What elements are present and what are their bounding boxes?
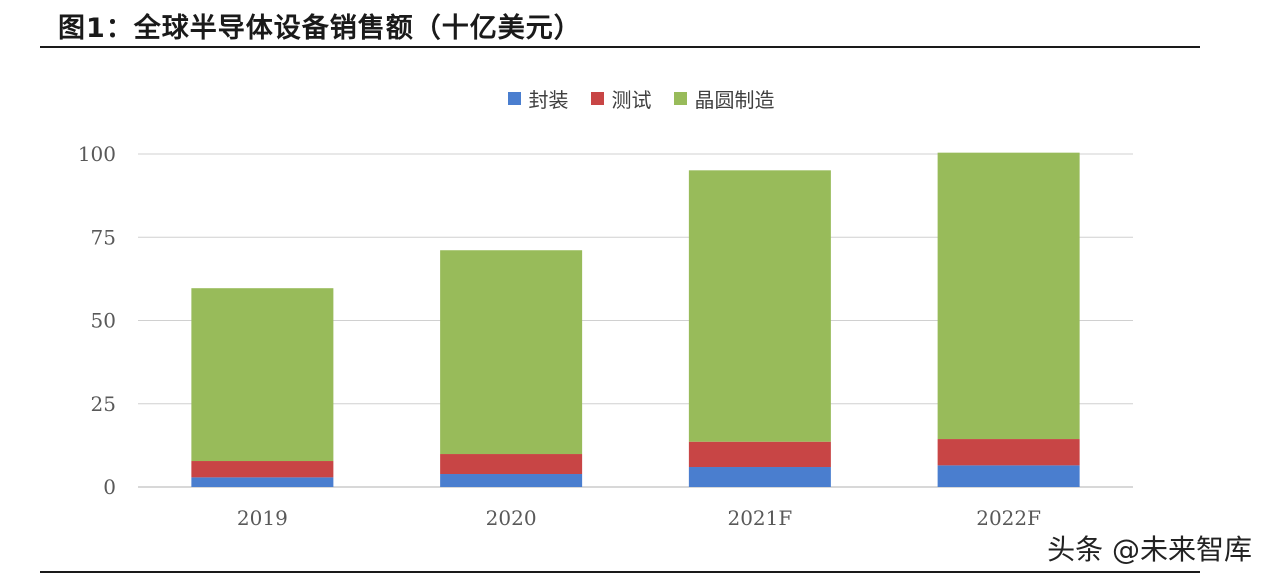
bar-segment-wafer-2022f — [937, 152, 1080, 440]
chart-legend: 封装 测试 晶圆制造 — [0, 84, 1282, 113]
bar-segment-packaging-2022f — [937, 465, 1080, 487]
watermark: 头条 @未来智库 — [1047, 533, 1252, 566]
bar-segment-wafer-2020 — [440, 250, 583, 455]
legend-swatch-testing — [590, 92, 604, 105]
bar-segment-testing-2020 — [440, 454, 583, 475]
y-tick-label: 75 — [91, 225, 116, 249]
y-tick-label: 100 — [78, 142, 116, 166]
chart-title: 图1：全球半导体设备销售额（十亿美元） — [58, 13, 582, 44]
bar-segment-packaging-2020 — [440, 474, 583, 487]
y-tick-label: 0 — [103, 475, 116, 499]
legend-swatch-packaging — [507, 92, 521, 105]
x-tick-label: 2019 — [237, 506, 288, 530]
bar-segment-testing-2022f — [937, 439, 1080, 466]
legend-label-wafer: 晶圆制造 — [694, 88, 775, 112]
bar-segment-packaging-2021f — [688, 467, 831, 487]
legend-item-packaging: 封装 — [507, 84, 569, 113]
title-divider — [40, 46, 1200, 48]
y-tick-label: 25 — [91, 392, 116, 416]
y-tick-label: 50 — [91, 309, 116, 333]
legend-item-wafer: 晶圆制造 — [673, 84, 775, 113]
legend-label-testing: 测试 — [611, 88, 652, 112]
x-tick-label: 2021F — [727, 506, 792, 530]
legend-label-packaging: 封装 — [528, 88, 569, 112]
bar-segment-packaging-2019 — [191, 477, 334, 487]
legend-swatch-wafer — [673, 92, 687, 105]
bottom-divider — [40, 571, 1200, 573]
bar-segment-testing-2021f — [688, 441, 831, 468]
bar-segment-wafer-2021f — [688, 170, 831, 442]
legend-item-testing: 测试 — [590, 84, 652, 113]
bar-segment-wafer-2019 — [191, 288, 334, 462]
x-tick-label: 2020 — [486, 506, 537, 530]
bar-segment-testing-2019 — [191, 461, 334, 478]
x-tick-label: 2022F — [976, 506, 1041, 530]
